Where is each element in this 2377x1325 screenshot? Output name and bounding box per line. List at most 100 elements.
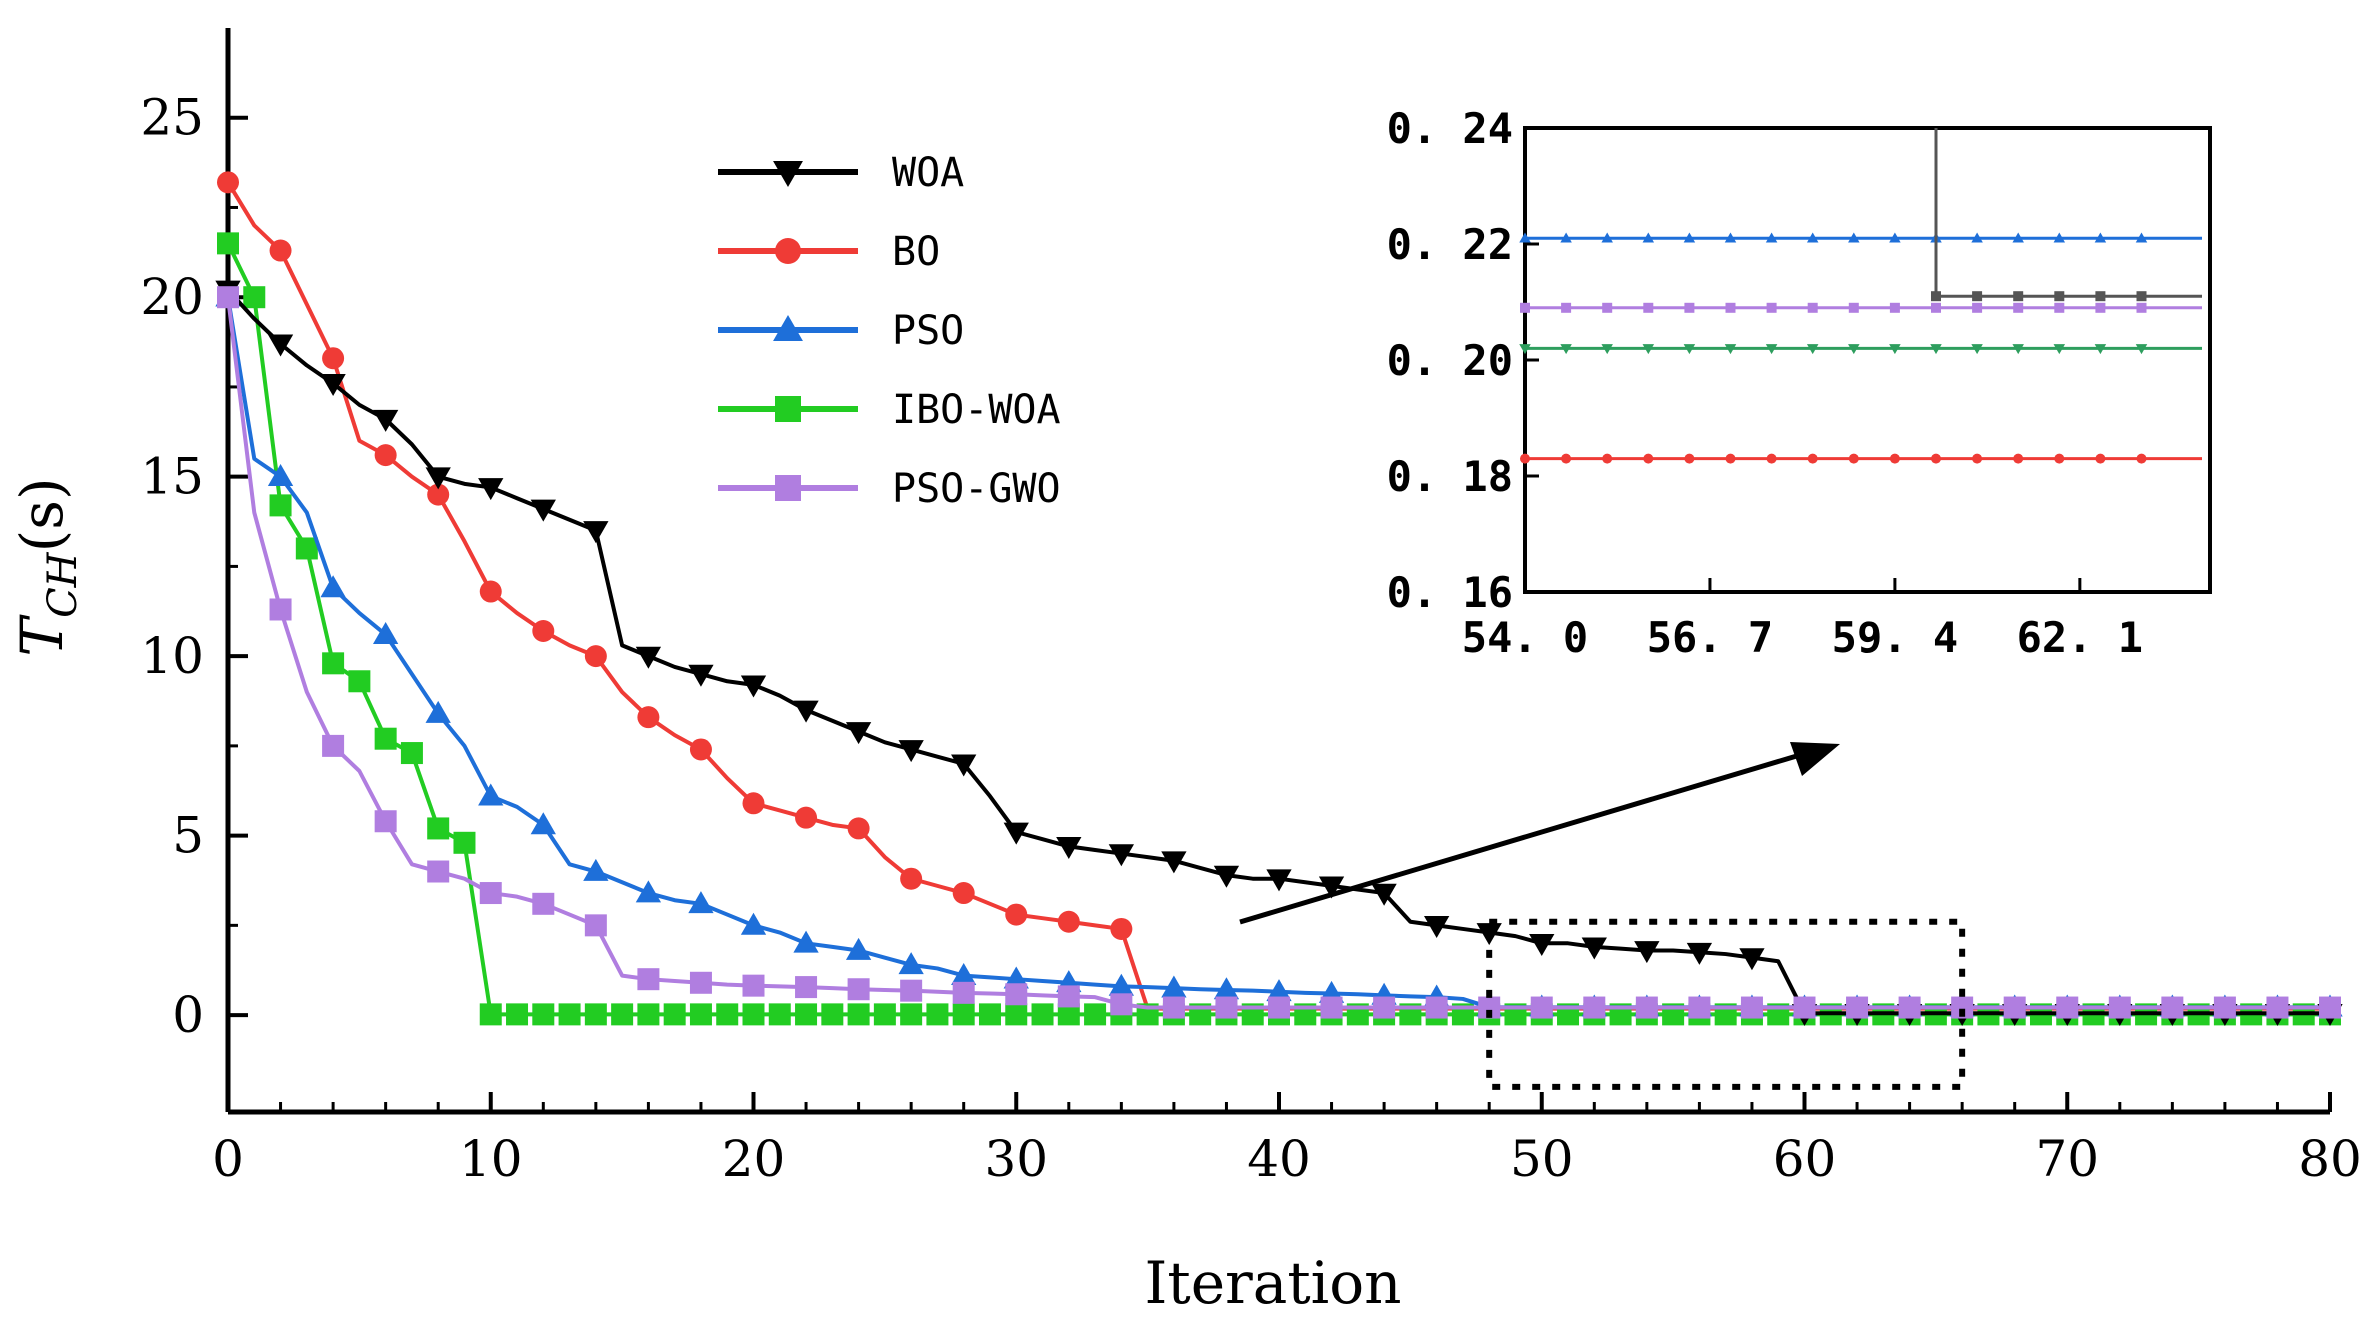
data-point-ibo-woa [1031,1003,1054,1026]
data-point-bo [479,580,502,603]
inset-line-bo [1520,453,2202,464]
legend-item-pso-gwo: PSO-GWO [718,466,1061,512]
data-point-pso [425,700,451,723]
data-point-ibo-woa [978,1003,1001,1026]
series-pso-gwo [217,286,2341,1019]
data-point-bo [1005,903,1028,926]
x-tick-label: 50 [1510,1130,1574,1188]
data-point-pso [1213,977,1240,1000]
data-point-ibo-woa [873,1003,896,1026]
data-point-pso [267,464,294,487]
inset-marker-pso-gwo [1766,302,1777,313]
inset-marker-bo [1684,453,1695,464]
data-point-ibo-woa [742,1003,765,1026]
data-point-ibo-woa [558,1003,581,1026]
data-point-bo [1110,917,1133,940]
inset-marker-ibo-woa [1806,344,1819,355]
inset-marker-pso [1806,232,1819,243]
inset-y-tick-label: 0. 20 [1387,336,1513,385]
data-point-pso-gwo [532,892,555,915]
data-point-bo [847,817,870,840]
data-point-pso [898,952,924,975]
inset-marker-bo [2054,453,2065,464]
data-point-bo [269,239,292,262]
data-point-pso [688,891,714,914]
legend-label-pso-gwo: PSO-GWO [892,466,1061,512]
x-axis-title: Iteration [1145,1249,1402,1317]
data-point-bo [742,792,765,815]
inset-marker-pso [1848,232,1860,243]
inset-marker-ibo-woa [1848,344,1860,355]
y-axis-title: TCH(s) [8,477,86,656]
x-tick-label: 20 [722,1130,786,1188]
legend-item-pso: PSO [718,308,964,354]
data-point-pso [1266,979,1292,1002]
data-point-pso [1108,973,1134,996]
data-point-pso [845,937,872,960]
data-point-ibo-woa [1084,1003,1107,1026]
data-point-pso-gwo [1373,996,1396,1019]
inset-marker-pso-gwo [1643,302,1654,313]
data-point-woa [688,664,714,687]
data-point-ibo-woa [637,1003,660,1026]
data-point-bo [795,806,818,829]
x-tick-label: 40 [1247,1130,1311,1188]
data-point-woa [267,334,294,357]
inset-marker-bo [2136,453,2147,464]
y-tick-label: 5 [172,807,204,865]
data-point-pso-gwo [1530,996,1553,1019]
data-point-pso-gwo [1057,985,1080,1008]
inset-marker-pso-gwo [1848,302,1859,313]
x-tick-label: 10 [459,1130,523,1188]
inset-marker-bo [1848,453,1859,464]
data-point-pso-gwo [479,882,502,905]
legend-item-bo: BO [718,229,940,275]
legend-label-woa: WOA [892,150,964,196]
data-point-ibo-woa [926,1003,949,1026]
inset-marker-ibo-woa [1642,344,1655,355]
data-point-pso-gwo [742,974,765,997]
data-point-pso-gwo [322,734,345,757]
data-point-ibo-woa [506,1003,529,1026]
data-point-pso [530,812,556,835]
data-point-pso-gwo [795,976,818,999]
data-point-bo [900,867,923,890]
legend-marker-woa [773,160,803,187]
inset-marker-woa [1931,291,1941,302]
inset-marker-ibo-woa [1724,344,1737,355]
data-point-woa [583,521,609,544]
inset-marker-bo [2013,453,2024,464]
inset-marker-ibo-woa [1683,344,1696,355]
inset-marker-bo [1972,453,1983,464]
data-point-pso-gwo [1898,996,1921,1019]
x-tick-label: 0 [212,1130,244,1188]
x-tick-label: 70 [2035,1130,2099,1188]
inset-marker-pso [1889,232,1901,243]
inset-marker-bo [1766,453,1777,464]
data-point-pso-gwo [2319,996,2341,1019]
data-point-ibo-woa [795,1003,818,1026]
data-point-ibo-woa [768,1003,791,1026]
data-point-woa [425,467,451,490]
x-tick-label: 60 [1773,1130,1837,1188]
data-point-ibo-woa [716,1003,739,1026]
data-point-woa [845,722,872,745]
data-point-ibo-woa [453,831,476,854]
inset-marker-pso-gwo [1684,302,1695,313]
data-point-pso-gwo [2266,996,2289,1019]
data-point-ibo-woa [400,742,423,765]
data-point-pso [373,621,399,644]
data-point-woa [1003,822,1029,845]
inset-marker-pso-gwo [1807,302,1818,313]
main-plot-area: 0 10 20 30 40 50 60 70 80 0 5 10 15 20 25 [140,28,2362,1188]
inset-marker-pso [1724,232,1737,243]
inset-marker-woa [2095,291,2106,302]
inset-marker-pso [1683,232,1696,243]
y-axis-title-unit: (s) [8,477,76,552]
inset-marker-pso-gwo [1602,302,1613,313]
inset-marker-bo [1931,453,1941,464]
inset-marker-ibo-woa [1560,344,1572,355]
data-point-woa [635,646,662,669]
inset-marker-bo [1643,453,1654,464]
